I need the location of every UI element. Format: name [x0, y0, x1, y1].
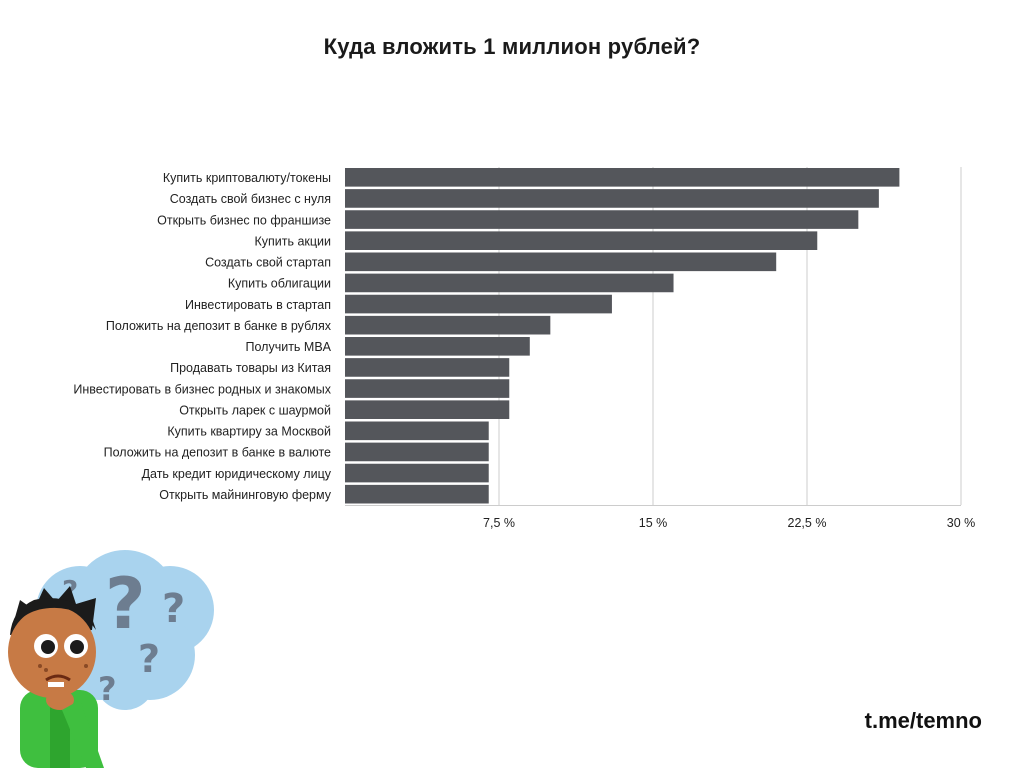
- category-label: Купить криптовалюту/токены: [163, 171, 331, 185]
- x-tick-label: 22,5 %: [788, 516, 827, 530]
- svg-text:?: ?: [138, 637, 160, 681]
- category-label: Открыть бизнес по франшизе: [157, 213, 331, 227]
- bar: [345, 231, 818, 250]
- bar: [345, 273, 674, 293]
- category-label: Инвестировать в стартап: [185, 298, 331, 312]
- category-label: Дать кредит юридическому лицу: [142, 467, 332, 481]
- category-label: Положить на депозит в банке в рублях: [106, 319, 332, 333]
- bar: [345, 252, 777, 272]
- bar: [345, 463, 489, 483]
- bar: [345, 294, 612, 314]
- bar: [345, 421, 489, 441]
- category-label: Купить квартиру за Москвой: [167, 425, 331, 439]
- category-label: Открыть майнинговую ферму: [159, 488, 332, 502]
- bar: [345, 484, 489, 504]
- bar: [345, 358, 510, 377]
- category-label: Создать свой бизнес с нуля: [170, 192, 331, 206]
- category-label: Купить облигации: [228, 277, 331, 291]
- svg-text:?: ?: [98, 670, 117, 708]
- bar: [345, 168, 900, 187]
- bar: [345, 442, 489, 462]
- svg-text:?: ?: [162, 586, 185, 632]
- bar: [345, 210, 859, 229]
- category-label: Создать свой стартап: [205, 256, 331, 270]
- bar: [345, 400, 510, 419]
- category-label: Купить акции: [254, 234, 331, 248]
- bar: [345, 189, 879, 208]
- svg-text:?: ?: [105, 563, 146, 645]
- x-tick-label: 15 %: [639, 516, 668, 530]
- category-label: Продавать товары из Китая: [170, 361, 331, 375]
- bar: [345, 379, 510, 398]
- category-label: Получить MBA: [246, 340, 332, 354]
- x-tick-label: 7,5 %: [483, 516, 515, 530]
- category-label: Инвестировать в бизнес родных и знакомых: [73, 382, 331, 396]
- bar: [345, 315, 551, 335]
- watermark-link[interactable]: t.me/temno: [864, 708, 982, 733]
- x-tick-label: 30 %: [947, 516, 976, 530]
- category-label: Открыть ларек с шаурмой: [179, 403, 331, 417]
- bar-chart: Купить криптовалюту/токены Создать свой б…: [73, 167, 976, 530]
- chart-title: Куда вложить 1 миллион рублей?: [323, 34, 701, 59]
- bar: [345, 337, 530, 356]
- category-label: Положить на депозит в банке в валюте: [104, 446, 331, 460]
- confused-boy-illustration: ? ? ? ? ?: [8, 550, 214, 768]
